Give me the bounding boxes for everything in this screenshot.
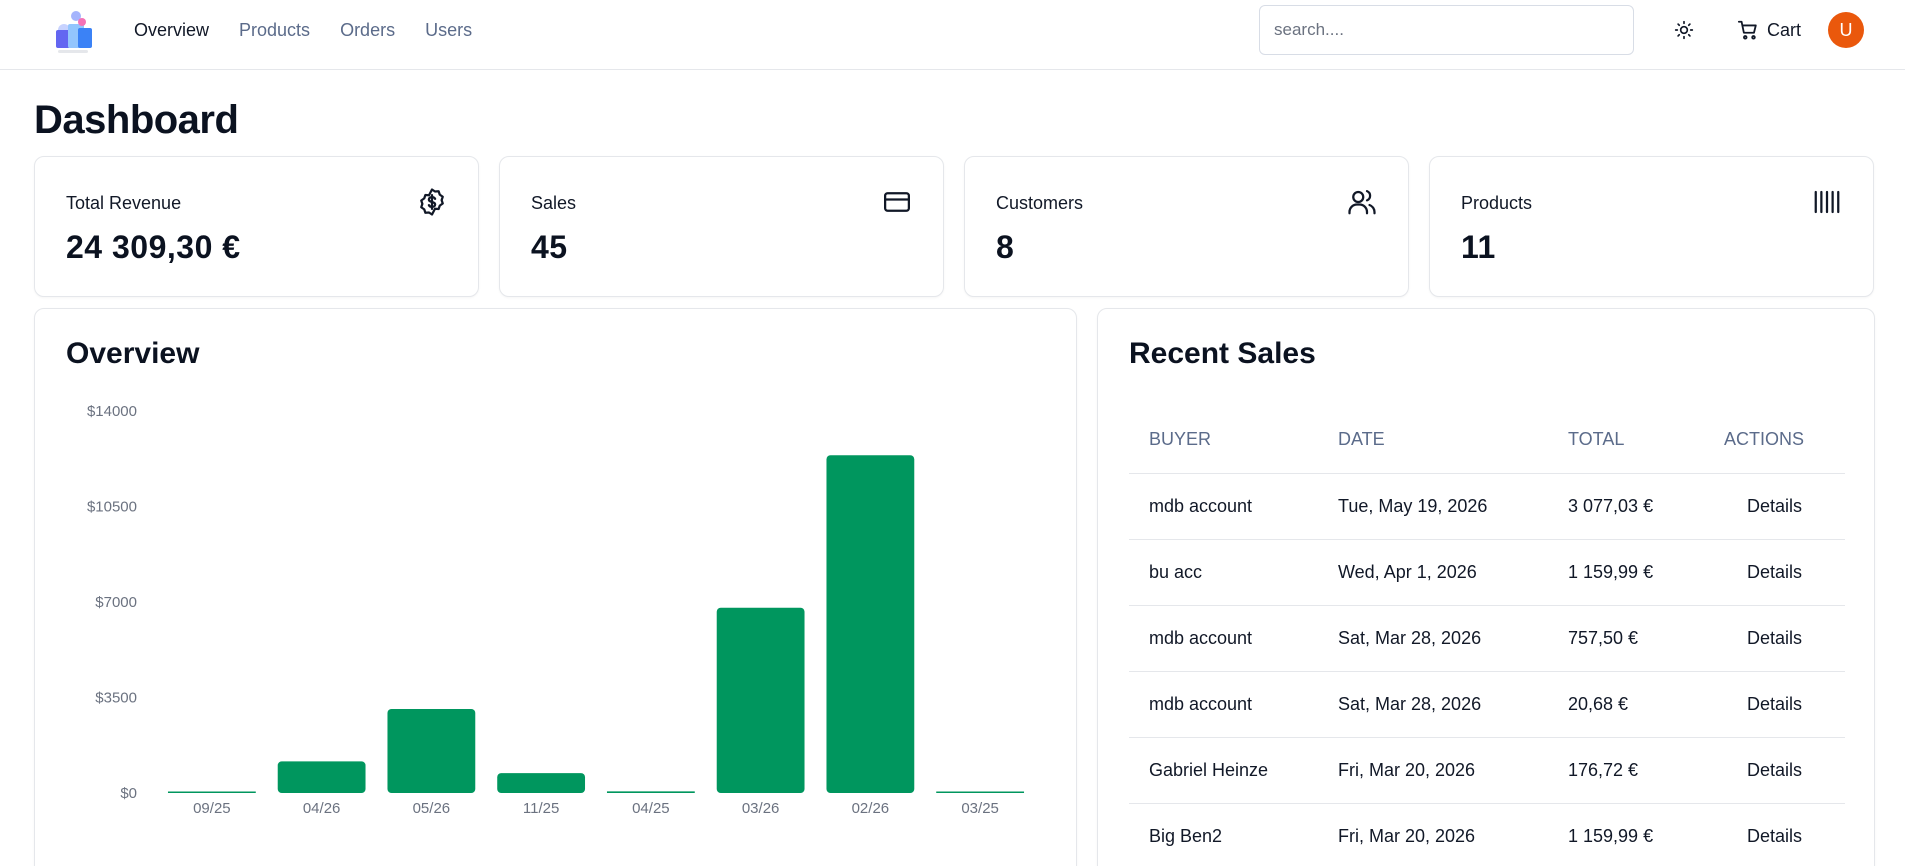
table-header-row: BUYER DATE TOTAL ACTIONS xyxy=(1129,407,1845,474)
stat-label: Sales xyxy=(531,193,577,213)
details-button[interactable]: Details xyxy=(1746,693,1803,714)
cell-date: Tue, May 19, 2026 xyxy=(1318,473,1548,540)
overview-card: Overview $0 $3500 $7000 $10500 $14000 09/25 04… xyxy=(34,308,1077,866)
x-tick-label: 05/26 xyxy=(413,800,451,817)
cell-buyer: mdb account xyxy=(1129,473,1318,540)
cell-date: Fri, Mar 20, 2026 xyxy=(1318,737,1548,804)
overview-title: Overview xyxy=(66,337,200,370)
column-header-date: DATE xyxy=(1318,407,1548,474)
cell-actions: Details xyxy=(1704,473,1845,540)
stat-value: 11 xyxy=(1461,229,1496,265)
shopping-logo-icon[interactable] xyxy=(50,8,100,56)
chart-bar[interactable] xyxy=(716,607,805,793)
x-tick-label: 03/26 xyxy=(742,800,780,817)
table-row: Big Ben2 Fri, Mar 20, 2026 1 159,99 € De… xyxy=(1129,803,1845,866)
x-tick-label: 02/26 xyxy=(852,800,890,817)
y-tick-label: $0 xyxy=(120,785,137,802)
cell-buyer: mdb account xyxy=(1129,671,1318,738)
cart-label: Cart xyxy=(1767,19,1802,40)
details-button[interactable]: Details xyxy=(1746,759,1803,780)
theme-toggle-button[interactable] xyxy=(1670,16,1698,44)
column-header-actions: ACTIONS xyxy=(1704,407,1845,474)
cell-total: 757,50 € xyxy=(1548,605,1704,672)
column-header-buyer: BUYER xyxy=(1129,407,1318,474)
x-tick-label: 03/25 xyxy=(961,800,999,817)
table-row: mdb account Sat, Mar 28, 2026 20,68 € De… xyxy=(1129,671,1845,738)
recent-sales-card: Recent Sales BUYER DATE TOTAL ACTIONS md… xyxy=(1097,308,1875,866)
cell-total: 20,68 € xyxy=(1548,671,1704,738)
stat-value: 45 xyxy=(531,229,568,265)
nav-products[interactable]: Products xyxy=(239,19,311,40)
cell-date: Fri, Mar 20, 2026 xyxy=(1318,803,1548,866)
stat-card-sales: Sales 45 xyxy=(499,156,944,297)
stat-value: 24 309,30 € xyxy=(66,229,241,265)
cell-actions: Details xyxy=(1704,737,1845,804)
nav-overview[interactable]: Overview xyxy=(134,19,210,40)
x-tick-label: 04/25 xyxy=(632,800,670,817)
y-tick-label: $14000 xyxy=(87,403,137,420)
cell-actions: Details xyxy=(1704,671,1845,738)
cell-date: Sat, Mar 28, 2026 xyxy=(1318,671,1548,738)
details-button[interactable]: Details xyxy=(1746,495,1803,516)
cell-total: 1 159,99 € xyxy=(1548,803,1704,866)
chart-bar[interactable] xyxy=(387,708,476,793)
chart-bar[interactable] xyxy=(497,773,586,793)
top-navbar: Overview Products Orders Users Cart U xyxy=(0,0,1905,70)
cell-actions: Details xyxy=(1704,605,1845,672)
stat-label: Products xyxy=(1461,193,1533,213)
cell-date: Sat, Mar 28, 2026 xyxy=(1318,605,1548,672)
main-nav: Overview Products Orders Users xyxy=(134,0,472,60)
stat-card-total-revenue: Total Revenue 24 309,30 € xyxy=(34,156,479,297)
details-button[interactable]: Details xyxy=(1746,627,1803,648)
cell-total: 1 159,99 € xyxy=(1548,539,1704,606)
table-row: mdb account Tue, May 19, 2026 3 077,03 €… xyxy=(1129,473,1845,540)
nav-orders[interactable]: Orders xyxy=(340,19,396,40)
chart-bar[interactable] xyxy=(936,791,1025,794)
y-tick-label: $7000 xyxy=(95,594,137,611)
chart-bar[interactable] xyxy=(167,791,256,794)
table-row: Gabriel Heinze Fri, Mar 20, 2026 176,72 … xyxy=(1129,737,1845,804)
details-button[interactable]: Details xyxy=(1746,825,1803,846)
table-row: mdb account Sat, Mar 28, 2026 757,50 € D… xyxy=(1129,605,1845,672)
barcode-icon xyxy=(1812,187,1842,217)
cell-buyer: Gabriel Heinze xyxy=(1129,737,1318,804)
recent-sales-table: BUYER DATE TOTAL ACTIONS mdb account Tue… xyxy=(1129,407,1845,866)
cell-actions: Details xyxy=(1704,803,1845,866)
users-icon xyxy=(1347,187,1377,217)
cell-date: Wed, Apr 1, 2026 xyxy=(1318,539,1548,606)
cell-buyer: Big Ben2 xyxy=(1129,803,1318,866)
column-header-total: TOTAL xyxy=(1548,407,1704,474)
overview-bar-chart: $0 $3500 $7000 $10500 $14000 09/25 04/26 05/26 1… xyxy=(87,403,1025,817)
chart-bar[interactable] xyxy=(826,455,915,793)
stat-card-products: Products 11 xyxy=(1429,156,1874,297)
chart-bar[interactable] xyxy=(606,791,695,793)
chart-bar[interactable] xyxy=(277,761,366,793)
search-input[interactable] xyxy=(1259,5,1634,55)
credit-card-icon xyxy=(882,187,912,217)
cell-total: 176,72 € xyxy=(1548,737,1704,804)
y-tick-label: $3500 xyxy=(95,690,137,707)
page-title: Dashboard xyxy=(34,98,239,142)
cell-actions: Details xyxy=(1704,539,1845,606)
stat-card-customers: Customers 8 xyxy=(964,156,1409,297)
recent-sales-title: Recent Sales xyxy=(1129,337,1316,370)
stat-label: Total Revenue xyxy=(66,193,182,213)
dollar-badge-icon xyxy=(417,187,447,217)
user-avatar[interactable]: U xyxy=(1828,12,1864,48)
stat-value: 8 xyxy=(996,229,1015,265)
cart-icon xyxy=(1737,20,1757,40)
x-tick-label: 11/25 xyxy=(523,800,559,817)
cell-total: 3 077,03 € xyxy=(1548,473,1704,540)
y-tick-label: $10500 xyxy=(87,499,137,516)
details-button[interactable]: Details xyxy=(1746,561,1803,582)
stat-label: Customers xyxy=(996,193,1084,213)
sun-icon xyxy=(1674,20,1694,40)
x-tick-label: 04/26 xyxy=(303,800,341,817)
cell-buyer: bu acc xyxy=(1129,539,1318,606)
cart-button[interactable]: Cart xyxy=(1737,16,1801,44)
cell-buyer: mdb account xyxy=(1129,605,1318,672)
nav-users[interactable]: Users xyxy=(425,19,473,40)
table-row: bu acc Wed, Apr 1, 2026 1 159,99 € Detai… xyxy=(1129,539,1845,606)
x-tick-label: 09/25 xyxy=(193,800,231,817)
